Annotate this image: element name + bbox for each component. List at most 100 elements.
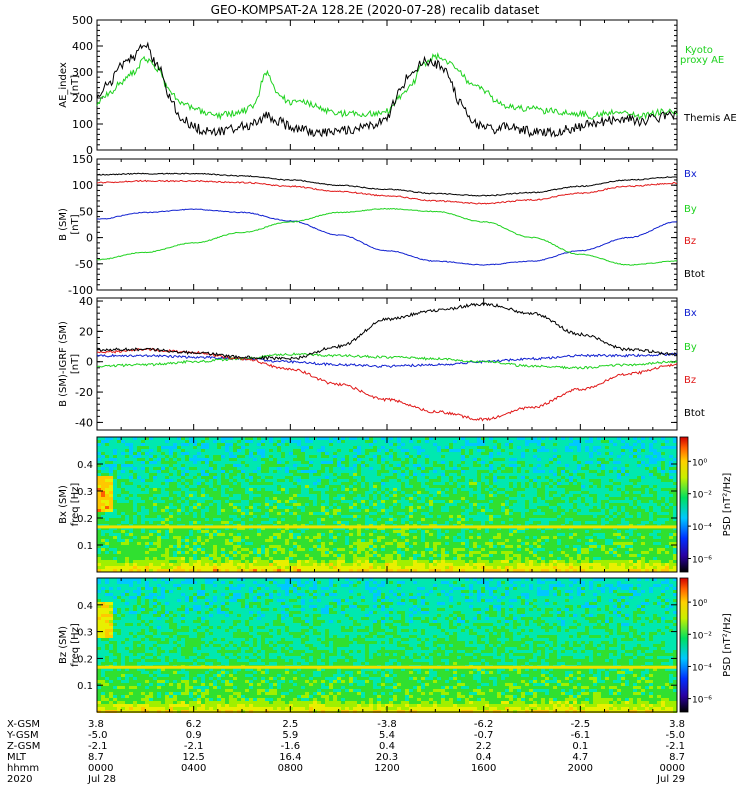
spectrogram-cell [361, 563, 365, 566]
spectrogram-cell [189, 566, 193, 569]
spectrogram-cell [497, 506, 501, 509]
spectrogram-cell [421, 536, 425, 539]
spectrogram-cell [109, 554, 113, 557]
spectrogram-cell [121, 440, 125, 443]
spectrogram-cell [497, 443, 501, 446]
spectrogram-cell [489, 515, 493, 518]
spectrogram-cell [401, 470, 405, 473]
spectrogram-cell [177, 488, 181, 491]
spectrogram-cell [297, 509, 301, 512]
spectrogram-cell [345, 566, 349, 569]
spectrogram-cell [181, 437, 185, 440]
spectrogram-cell [501, 536, 505, 539]
spectrogram-cell [153, 551, 157, 554]
spectrogram-cell [169, 539, 173, 542]
spectrogram-cell [449, 500, 453, 503]
spectrogram-cell [185, 506, 189, 509]
spectrogram-cell [225, 461, 229, 464]
y-tick-label: 0 [86, 144, 93, 157]
spectrogram-cell [481, 551, 485, 554]
spectrogram-cell [417, 548, 421, 551]
spectrogram-cell [241, 530, 245, 533]
spectrogram-cell [425, 491, 429, 494]
spectrogram-cell [261, 464, 265, 467]
spectrogram-cell [501, 548, 505, 551]
spectrogram-cell [269, 452, 273, 455]
spectrogram-cell [249, 533, 253, 536]
spectrogram-cell [133, 473, 137, 476]
spectrogram-cell [429, 479, 433, 482]
spectrogram-cell [317, 461, 321, 464]
spectrogram-cell [133, 482, 137, 485]
spectrogram-cell [381, 539, 385, 542]
spectrogram-cell [189, 527, 193, 530]
spectrogram-cell [341, 476, 345, 479]
spectrogram-cell [113, 521, 117, 524]
spectrogram-cell [449, 515, 453, 518]
spectrogram-cell [161, 461, 165, 464]
spectrogram-cell [161, 527, 165, 530]
spectrogram-cell [449, 446, 453, 449]
spectrogram-cell [217, 503, 221, 506]
spectrogram-cell [241, 551, 245, 554]
spectrogram-cell [177, 443, 181, 446]
spectrogram-cell [441, 536, 445, 539]
spectrogram-cell [349, 521, 353, 524]
spectrogram-cell [425, 545, 429, 548]
spectrogram-cell [217, 473, 221, 476]
spectrogram-cell [421, 506, 425, 509]
spectrogram-cell [421, 560, 425, 563]
spectrogram-cell [165, 458, 169, 461]
spectrogram-cell [421, 452, 425, 455]
spectrogram-cell [493, 464, 497, 467]
spectrogram-cell [125, 488, 129, 491]
spectrogram-cell [113, 527, 117, 530]
spectrogram-cell [261, 509, 265, 512]
spectrogram-cell [413, 503, 417, 506]
spectrogram-cell [389, 539, 393, 542]
spectrogram-cell [161, 476, 165, 479]
spectrogram-cell [105, 488, 109, 491]
spectrogram-cell [337, 473, 341, 476]
spectrogram-cell [417, 440, 421, 443]
spectrogram-cell [273, 461, 277, 464]
spectrogram-cell [333, 539, 337, 542]
spectrogram-cell [341, 461, 345, 464]
spectrogram-cell [117, 557, 121, 560]
spectrogram-cell [229, 488, 233, 491]
spectrogram-cell [405, 503, 409, 506]
spectrogram-cell [205, 473, 209, 476]
spectrogram-cell [465, 563, 469, 566]
spectrogram-cell [161, 485, 165, 488]
spectrogram-cell [209, 437, 213, 440]
spectrogram-cell [261, 503, 265, 506]
spectrogram-cell [213, 518, 217, 521]
spectrogram-cell [221, 494, 225, 497]
spectrogram-cell [337, 539, 341, 542]
spectrogram-cell [225, 488, 229, 491]
spectrogram-cell [361, 461, 365, 464]
spectrogram-cell [493, 515, 497, 518]
spectrogram-cell [421, 554, 425, 557]
spectrogram-cell [285, 470, 289, 473]
spectrogram-cell [489, 485, 493, 488]
spectrogram-cell [257, 467, 261, 470]
spectrogram-cell [173, 443, 177, 446]
spectrogram-cell [393, 518, 397, 521]
spectrogram-cell [369, 533, 373, 536]
spectrogram-cell [333, 533, 337, 536]
spectrogram-cell [225, 569, 229, 572]
spectrogram-cell [149, 488, 153, 491]
spectrogram-cell [409, 530, 413, 533]
spectrogram-cell [297, 533, 301, 536]
spectrogram-cell [129, 482, 133, 485]
spectrogram-cell [217, 500, 221, 503]
spectrogram-cell [321, 536, 325, 539]
spectrogram-cell [441, 569, 445, 572]
spectrogram-cell [325, 497, 329, 500]
spectrogram-cell [285, 560, 289, 563]
spectrogram-cell [417, 497, 421, 500]
spectrogram-cell [289, 461, 293, 464]
spectrogram-cell [265, 551, 269, 554]
spectrogram-cell [217, 551, 221, 554]
